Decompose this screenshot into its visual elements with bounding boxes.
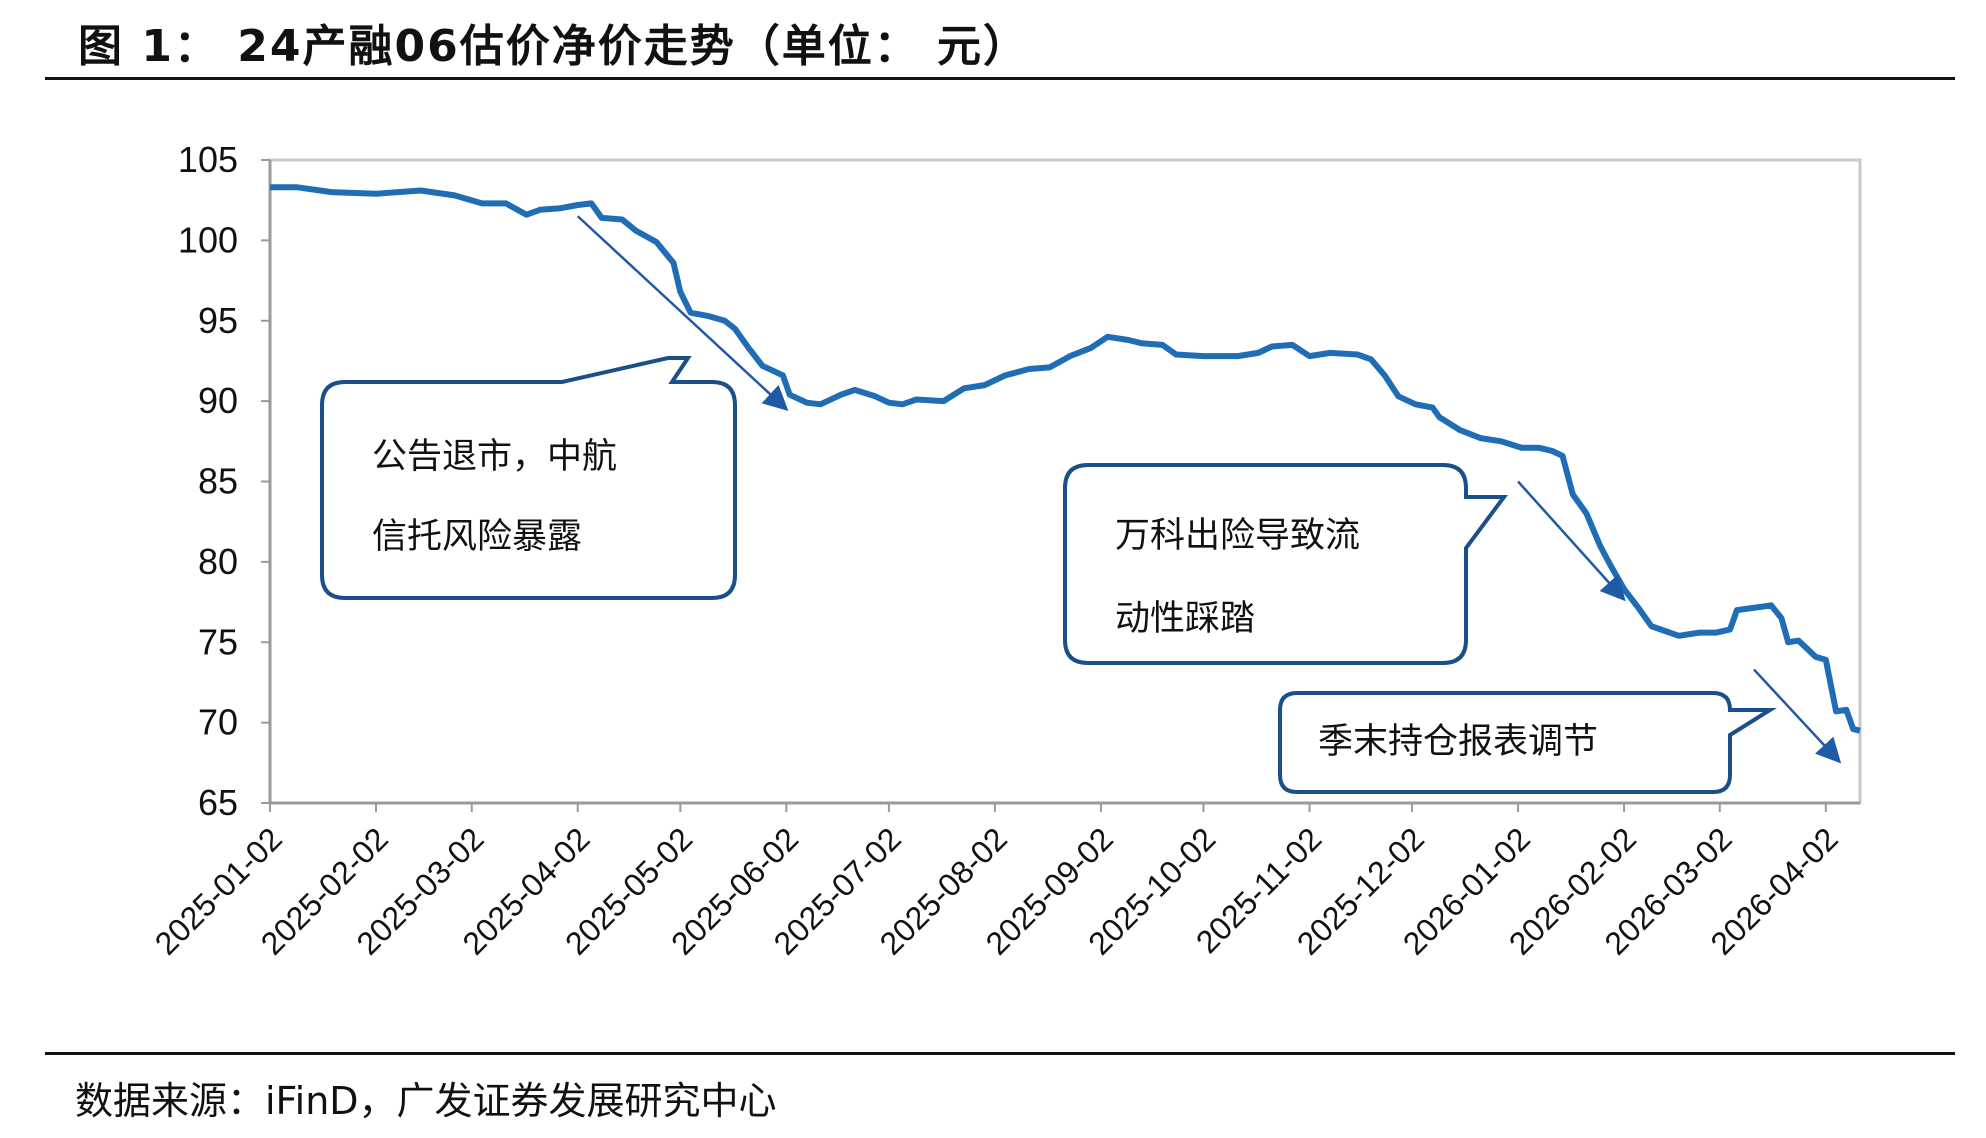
y-tick-label: 85: [198, 461, 238, 502]
callout-vanke: 万科出险导致流 动性踩踏: [1063, 463, 1508, 665]
y-tick-label: 80: [198, 541, 238, 582]
y-tick-label: 65: [198, 782, 238, 823]
y-axis-ticks: 105 100 95 90 85 80 75 70 65: [178, 139, 270, 823]
y-tick-label: 75: [198, 621, 238, 662]
annotation-arrow: [1517, 480, 1626, 602]
title-divider: [45, 77, 1955, 80]
callout-delisting: 公告退市，中航 信托风险暴露: [320, 356, 737, 600]
price-series-line: [270, 184, 1861, 734]
y-tick-label: 70: [198, 702, 238, 743]
figure-title: 图 1： 24产融06估价净价走势（单位： 元）: [78, 21, 1030, 72]
source-note: 数据来源：iFinD，广发证券发展研究中心: [75, 1079, 777, 1123]
source-divider: [45, 1052, 1955, 1055]
callout-delisting-line-1: 公告退市，中航: [372, 437, 617, 477]
y-tick-label: 100: [178, 219, 238, 260]
callout-vanke-line-1: 万科出险导致流: [1115, 516, 1360, 556]
y-tick-label: 95: [198, 300, 238, 341]
y-tick-label: 90: [198, 380, 238, 421]
callout-vanke-line-2: 动性踩踏: [1115, 599, 1255, 639]
annotation-arrow: [1753, 668, 1842, 764]
callout-quarter-end: 季末持仓报表调节: [1278, 691, 1777, 794]
callout-delisting-line-2: 信托风险暴露: [372, 517, 582, 557]
annotation-arrows: [576, 215, 1842, 764]
annotation-arrow: [576, 215, 789, 412]
y-tick-label: 105: [178, 139, 238, 180]
callout-quarter-end-line-1: 季末持仓报表调节: [1318, 722, 1598, 762]
line-chart: 105 100 95 90 85 80 75 70 65 2025-01-022025-02-0…: [148, 139, 1862, 962]
x-axis-ticks: 2025-01-022025-02-022025-03-022025-04-02…: [148, 803, 1845, 962]
